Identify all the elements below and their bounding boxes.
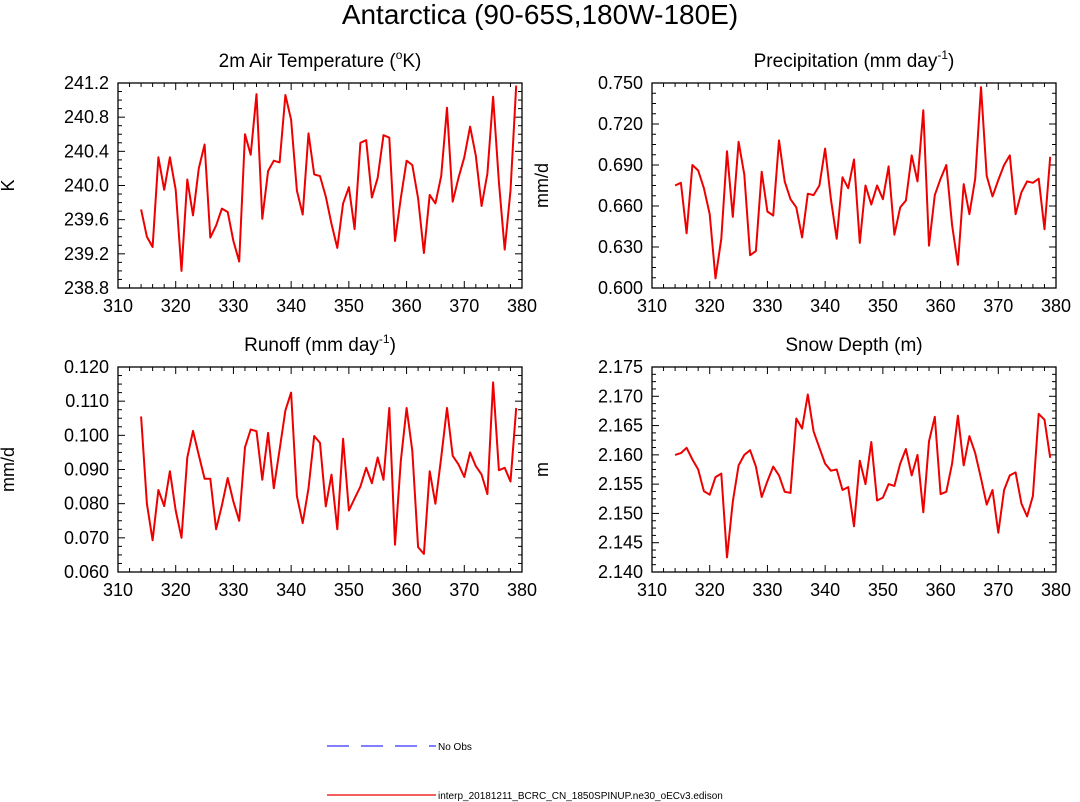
x-tick-label: 350: [868, 296, 898, 316]
x-tick-label: 360: [392, 580, 422, 600]
y-tick-label: 238.8: [64, 278, 109, 298]
x-tick-label: 340: [810, 580, 840, 600]
panel-title: Snow Depth (m): [785, 335, 922, 356]
x-tick-label: 310: [103, 296, 133, 316]
y-tick-label: 2.155: [598, 474, 643, 494]
y-tick-label: 0.070: [64, 528, 109, 548]
x-tick-label: 320: [695, 580, 725, 600]
y-tick-label: 0.120: [64, 357, 109, 377]
panel-title-main: Snow Depth (m): [785, 335, 922, 356]
x-tick-label: 350: [868, 580, 898, 600]
panel-2: Precipitation (mm day-1) mm/d 310 320 330 340…: [532, 48, 1071, 316]
legend: No Obs interp_20181211_BCRC_CN_1850SPINUP…: [327, 742, 723, 802]
legend-entry: No Obs: [327, 742, 472, 753]
panel-title-main: Precipitation (mm day: [754, 51, 938, 72]
panel-title-main: Runoff (mm day: [244, 335, 379, 356]
x-tick-label: 370: [983, 296, 1013, 316]
panel-title-main: 2m Air Temperature (: [219, 51, 397, 72]
x-tick-label: 370: [983, 580, 1013, 600]
y-tick-label: 2.175: [598, 357, 643, 377]
x-tick-label: 340: [276, 296, 306, 316]
x-tick-label: 380: [507, 296, 537, 316]
y-tick-label: 239.2: [64, 244, 109, 264]
y-tick-label: 0.080: [64, 494, 109, 514]
y-tick-label: 239.6: [64, 210, 109, 230]
panel-1: 2m Air Temperature (oK) K 310 320 330 340 350 3…: [0, 48, 537, 316]
x-tick-label: 330: [752, 296, 782, 316]
series-line: [674, 393, 1052, 559]
legend-label: interp_20181211_BCRC_CN_1850SPINUP.ne30_…: [438, 791, 723, 802]
y-tick-label: 2.170: [598, 386, 643, 406]
y-tick-label: 0.750: [598, 73, 643, 93]
y-tick-label: 0.100: [64, 425, 109, 445]
x-tick-label: 340: [810, 296, 840, 316]
panel-4: Snow Depth (m) m 310 320 330 340 350 360 370 380 2…: [532, 335, 1071, 600]
plot-frame: [117, 82, 523, 289]
y-tick-label: 240.4: [64, 141, 109, 161]
figure-title: Antarctica (90-65S,180W-180E): [342, 0, 738, 30]
series-line: [674, 86, 1052, 280]
panel-title-rest: ): [948, 51, 954, 72]
y-axis-label: m: [532, 462, 552, 477]
y-tick-label: 240.8: [64, 107, 109, 127]
y-axis-label: K: [0, 179, 18, 191]
x-tick-label: 380: [1041, 296, 1071, 316]
y-tick-label: 2.145: [598, 533, 643, 553]
panel-title-sup: -1: [937, 48, 948, 62]
x-tick-label: 370: [449, 580, 479, 600]
y-axis-label: mm/d: [0, 447, 18, 492]
y-tick-label: 0.090: [64, 460, 109, 480]
x-tick-label: 310: [103, 580, 133, 600]
x-tick-label: 320: [695, 296, 725, 316]
series-line: [140, 381, 518, 555]
panel-title: 2m Air Temperature (oK): [219, 48, 422, 72]
y-tick-label: 2.150: [598, 503, 643, 523]
x-tick-label: 350: [334, 580, 364, 600]
x-tick-label: 310: [637, 580, 667, 600]
x-tick-label: 360: [926, 580, 956, 600]
y-axis-label: mm/d: [532, 163, 552, 208]
panel-title: Runoff (mm day-1): [244, 332, 396, 356]
x-tick-label: 310: [637, 296, 667, 316]
y-tick-label: 0.110: [65, 391, 109, 411]
x-tick-label: 360: [392, 296, 422, 316]
panel-title-rest: ): [390, 335, 396, 356]
x-tick-label: 360: [926, 296, 956, 316]
x-tick-label: 330: [218, 296, 248, 316]
y-tick-label: 2.165: [598, 416, 643, 436]
x-tick-label: 380: [1041, 580, 1071, 600]
x-tick-label: 330: [218, 580, 248, 600]
y-tick-label: 0.660: [598, 196, 643, 216]
legend-label: No Obs: [438, 742, 472, 753]
x-tick-label: 380: [507, 580, 537, 600]
y-tick-label: 0.630: [598, 237, 643, 257]
plot-frame: [651, 366, 1057, 573]
x-tick-label: 320: [161, 580, 191, 600]
panel-title-sup: -1: [379, 332, 390, 346]
x-tick-label: 370: [449, 296, 479, 316]
y-tick-label: 241.2: [64, 73, 109, 93]
panels: 2m Air Temperature (oK) K 310 320 330 340 350 3…: [0, 48, 1071, 600]
y-tick-label: 0.720: [598, 114, 643, 134]
x-tick-label: 340: [276, 580, 306, 600]
x-tick-label: 320: [161, 296, 191, 316]
panel-title-sup: o: [396, 48, 403, 62]
y-tick-label: 0.600: [598, 278, 643, 298]
x-tick-label: 350: [334, 296, 364, 316]
y-tick-label: 2.140: [598, 562, 643, 582]
plot-frame: [651, 82, 1057, 289]
y-tick-label: 0.690: [598, 155, 643, 175]
plot-frame: [117, 366, 523, 573]
x-tick-label: 330: [752, 580, 782, 600]
panel-3: Runoff (mm day-1) mm/d 310 320 330 340 350 360 3…: [0, 332, 537, 600]
legend-entry: interp_20181211_BCRC_CN_1850SPINUP.ne30_…: [327, 791, 723, 802]
panel-title: Precipitation (mm day-1): [754, 48, 955, 72]
y-tick-label: 2.160: [598, 445, 643, 465]
panel-title-rest: K): [402, 51, 421, 72]
y-tick-label: 0.060: [64, 562, 109, 582]
series-line: [140, 85, 518, 272]
y-tick-label: 240.0: [64, 176, 109, 196]
